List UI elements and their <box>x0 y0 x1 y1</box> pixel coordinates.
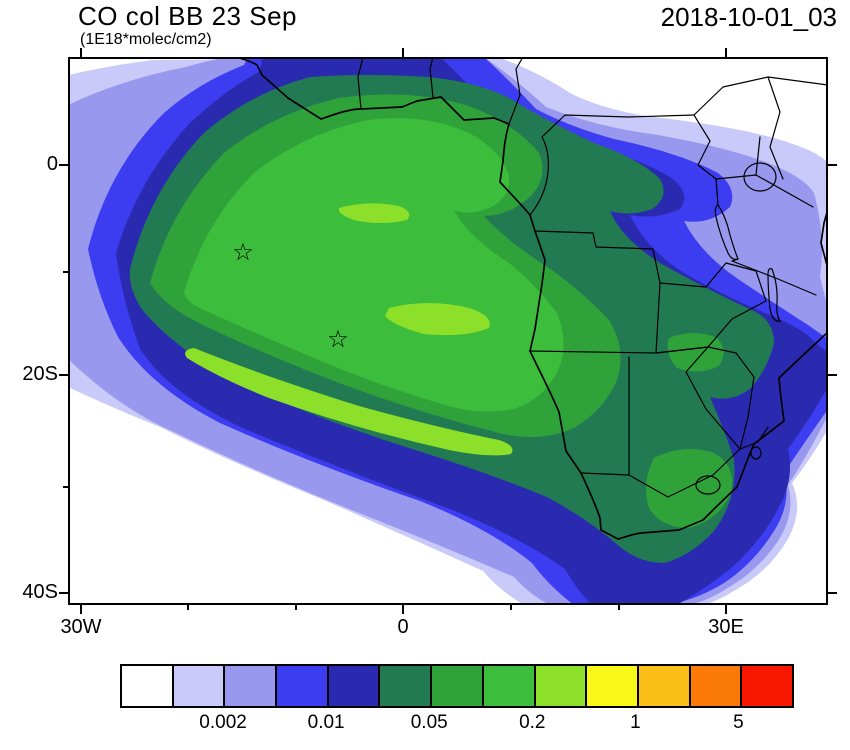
tick-mark <box>402 48 404 57</box>
tick-mark <box>725 605 727 614</box>
colorbar-cell <box>225 666 278 706</box>
colorbar-label: 0.002 <box>199 712 247 733</box>
y-tick-label: 20S <box>22 363 58 385</box>
contour-level-8-patch-upper <box>338 203 410 223</box>
tick-mark <box>59 164 68 166</box>
tick-mark <box>828 164 837 166</box>
colorbar-label: 0.05 <box>410 712 448 733</box>
colorbar-cell <box>587 666 639 706</box>
tick-mark <box>510 605 512 610</box>
figure-title: CO col BB 23 Sep <box>78 1 297 31</box>
lake-malawi <box>767 268 781 322</box>
colorbar-label: 1 <box>630 712 641 733</box>
star-marker-icon: ☆ <box>327 325 349 353</box>
star-marker-icon: ☆ <box>232 238 254 266</box>
lakes <box>714 162 781 322</box>
tick-mark <box>295 605 297 610</box>
tick-mark <box>725 48 727 57</box>
colorbar-cell <box>638 666 691 706</box>
y-tick-label: 0 <box>46 153 58 175</box>
colorbar-labels: 0.002 0.01 0.05 0.2 1 5 <box>120 712 790 738</box>
colorbar-cell <box>690 666 743 706</box>
x-tick-label: 0 <box>397 616 409 638</box>
lake-tanganyika <box>714 204 739 260</box>
station-markers: ☆ ☆ <box>232 238 349 353</box>
tick-mark <box>618 605 620 610</box>
tick-mark <box>187 605 189 610</box>
contour-level-7 <box>184 118 564 412</box>
tick-mark <box>59 374 68 376</box>
contour-level-8-streak <box>185 348 513 456</box>
africa-coastline <box>236 57 828 540</box>
geography <box>236 57 828 540</box>
contour-layers <box>68 57 828 605</box>
lake-victoria <box>743 162 777 192</box>
colorbar-cell <box>535 666 588 706</box>
colorbar-cell <box>432 666 484 706</box>
colorbar-cell <box>277 666 329 706</box>
tick-mark <box>402 605 404 614</box>
figure-units-subtitle: (1E18*molec/cm2) <box>80 31 212 48</box>
contour-level-6-patch-sa <box>645 449 733 528</box>
tick-mark <box>80 48 82 57</box>
colorbar <box>120 664 794 708</box>
contour-level-8-patch <box>385 303 490 336</box>
colorbar-label: 0.2 <box>519 712 546 733</box>
tick-mark <box>828 374 837 376</box>
tick-mark <box>828 592 837 594</box>
tick-mark <box>63 486 68 488</box>
figure-timestamp: 2018-10-01_03 <box>660 2 837 32</box>
y-tick-label: 40S <box>22 581 58 603</box>
tick-mark <box>80 605 82 614</box>
colorbar-cell <box>328 666 381 706</box>
map-plot: ☆ ☆ <box>68 57 828 605</box>
colorbar-cell <box>742 666 792 706</box>
tick-mark <box>63 271 68 273</box>
colorbar-label: 5 <box>733 712 744 733</box>
x-tick-label: 30W <box>60 616 102 638</box>
colorbar-cell <box>122 666 174 706</box>
colorbar-cell <box>483 666 536 706</box>
country-borders <box>357 57 828 498</box>
colorbar-cell <box>173 666 226 706</box>
tick-mark <box>59 592 68 594</box>
colorbar-cell <box>380 666 433 706</box>
contour-level-6-patch-zim <box>667 333 724 372</box>
colorbar-label: 0.01 <box>307 712 345 733</box>
x-tick-label: 30E <box>708 616 744 638</box>
